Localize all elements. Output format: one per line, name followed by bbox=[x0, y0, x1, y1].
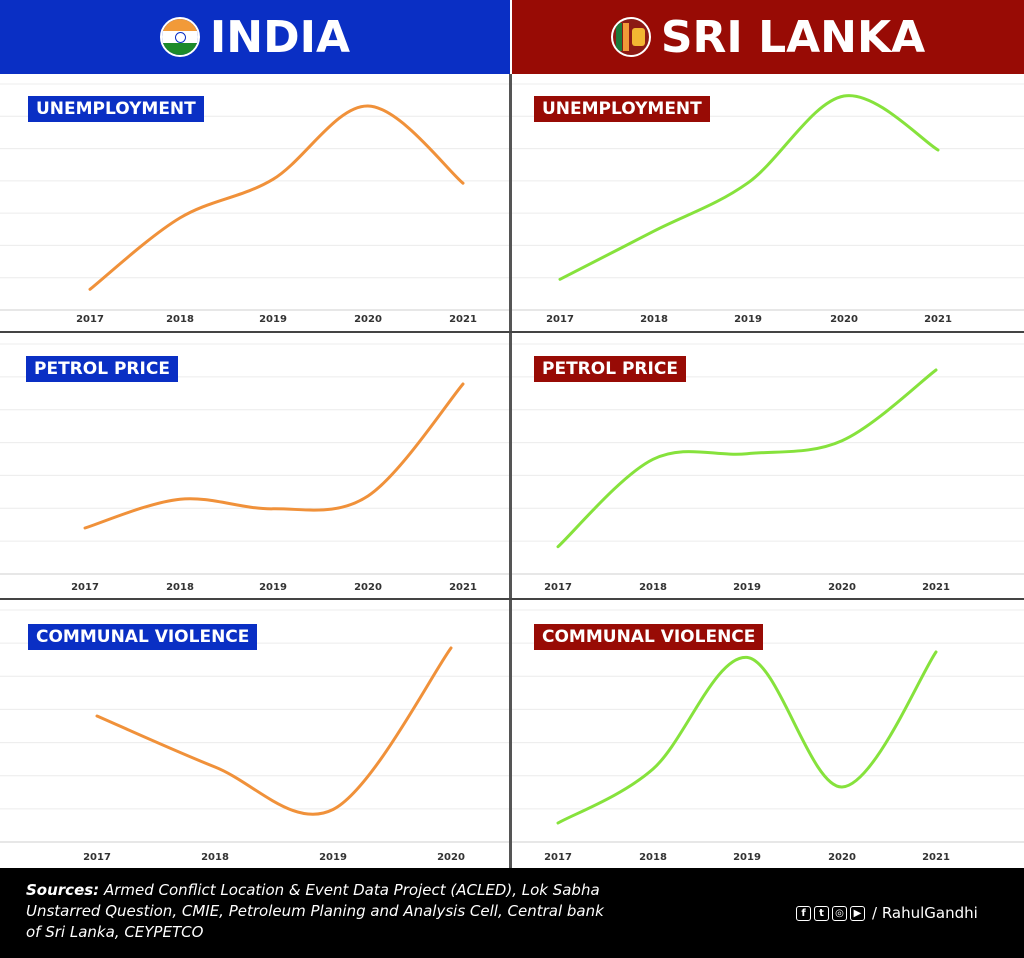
india-communal-violence-chart: 2017 2018 2019 2020 COMMUNAL VIOLENCE bbox=[0, 600, 509, 868]
series-line bbox=[558, 94, 940, 281]
chart-plot: 2017 2018 2019 2020 2021 bbox=[0, 343, 509, 593]
x-tick-label: 2020 bbox=[437, 852, 465, 863]
chart-plot: 2017 2018 2019 2020 2021 bbox=[512, 609, 1024, 863]
sri-lanka-petrol-price-label: PETROL PRICE bbox=[534, 356, 686, 382]
x-tick-label: 2018 bbox=[201, 852, 229, 863]
x-tick-label: 2019 bbox=[733, 852, 761, 863]
sri-lanka-flag-icon bbox=[610, 17, 651, 57]
x-tick-label: 2017 bbox=[544, 582, 572, 593]
x-tick-label: 2018 bbox=[639, 852, 667, 863]
social-handle: / RahulGandhi bbox=[872, 904, 978, 922]
twitter-icon[interactable]: t bbox=[814, 905, 829, 921]
x-tick-label: 2017 bbox=[71, 582, 99, 593]
footer: Sources: Armed Conflict Location & Event… bbox=[0, 868, 1024, 958]
sri-lanka-title: SRI LANKA bbox=[660, 11, 926, 63]
x-tick-label: 2018 bbox=[640, 314, 668, 325]
india-header: INDIA bbox=[0, 0, 510, 74]
sources-list: Armed Conflict Location & Event Data Pro… bbox=[26, 881, 604, 941]
x-tick-label: 2020 bbox=[354, 314, 382, 325]
india-title: INDIA bbox=[209, 11, 351, 63]
india-communal-violence-label: COMMUNAL VIOLENCE bbox=[28, 624, 258, 650]
x-tick-label: 2017 bbox=[83, 852, 111, 863]
series-line bbox=[556, 650, 938, 825]
x-tick-label: 2020 bbox=[828, 852, 856, 863]
x-tick-label: 2019 bbox=[733, 582, 761, 593]
sri-lanka-communal-violence-chart: 2017 2018 2019 2020 2021 COMMUNAL VIOLENCE bbox=[512, 600, 1024, 868]
x-tick-label: 2018 bbox=[166, 582, 194, 593]
series-line bbox=[83, 382, 465, 530]
sri-lanka-unemployment-label: UNEMPLOYMENT bbox=[534, 96, 710, 122]
chart-plot: 2017 2018 2019 2020 2021 bbox=[512, 343, 1024, 593]
row-divider bbox=[0, 331, 1024, 333]
x-tick-label: 2019 bbox=[259, 314, 287, 325]
x-tick-label: 2019 bbox=[319, 852, 347, 863]
india-unemployment-chart: 2017 2018 2019 2020 2021 UNEMPLOYMENT bbox=[0, 74, 509, 332]
youtube-icon[interactable]: ▶ bbox=[850, 905, 865, 921]
x-tick-label: 2021 bbox=[922, 582, 950, 593]
india-petrol-price-chart: 2017 2018 2019 2020 2021 PETROL PRICE bbox=[0, 334, 509, 598]
instagram-icon[interactable]: ◎ bbox=[832, 905, 847, 921]
india-petrol-price-label: PETROL PRICE bbox=[26, 356, 178, 382]
x-tick-label: 2020 bbox=[828, 582, 856, 593]
x-tick-label: 2017 bbox=[546, 314, 574, 325]
sources-text: Sources: Armed Conflict Location & Event… bbox=[26, 880, 606, 943]
x-tick-label: 2021 bbox=[449, 582, 477, 593]
india-flag-icon bbox=[159, 17, 200, 57]
x-tick-label: 2019 bbox=[734, 314, 762, 325]
sri-lanka-header: SRI LANKA bbox=[512, 0, 1024, 74]
row-divider bbox=[0, 598, 1024, 600]
x-tick-label: 2018 bbox=[639, 582, 667, 593]
column-divider bbox=[509, 74, 512, 868]
x-tick-label: 2020 bbox=[830, 314, 858, 325]
x-tick-label: 2018 bbox=[166, 314, 194, 325]
sources-label: Sources: bbox=[26, 881, 100, 899]
chart-plot: 2017 2018 2019 2020 bbox=[0, 609, 509, 863]
sri-lanka-communal-violence-label: COMMUNAL VIOLENCE bbox=[534, 624, 764, 650]
social-links: f t ◎ ▶ / RahulGandhi bbox=[796, 904, 978, 922]
sri-lanka-petrol-price-chart: 2017 2018 2019 2020 2021 PETROL PRICE bbox=[512, 334, 1024, 598]
chart-plot: 2017 2018 2019 2020 2021 bbox=[512, 83, 1024, 325]
series-line bbox=[88, 104, 465, 291]
x-tick-label: 2017 bbox=[76, 314, 104, 325]
x-tick-label: 2021 bbox=[449, 314, 477, 325]
facebook-icon[interactable]: f bbox=[796, 905, 811, 921]
x-tick-label: 2021 bbox=[922, 852, 950, 863]
series-line bbox=[95, 646, 453, 816]
series-line bbox=[556, 368, 938, 549]
x-tick-label: 2020 bbox=[354, 582, 382, 593]
x-tick-label: 2021 bbox=[924, 314, 952, 325]
x-tick-label: 2017 bbox=[544, 852, 572, 863]
x-tick-label: 2019 bbox=[259, 582, 287, 593]
sri-lanka-unemployment-chart: 2017 2018 2019 2020 2021 UNEMPLOYMENT bbox=[512, 74, 1024, 332]
india-unemployment-label: UNEMPLOYMENT bbox=[28, 96, 204, 122]
